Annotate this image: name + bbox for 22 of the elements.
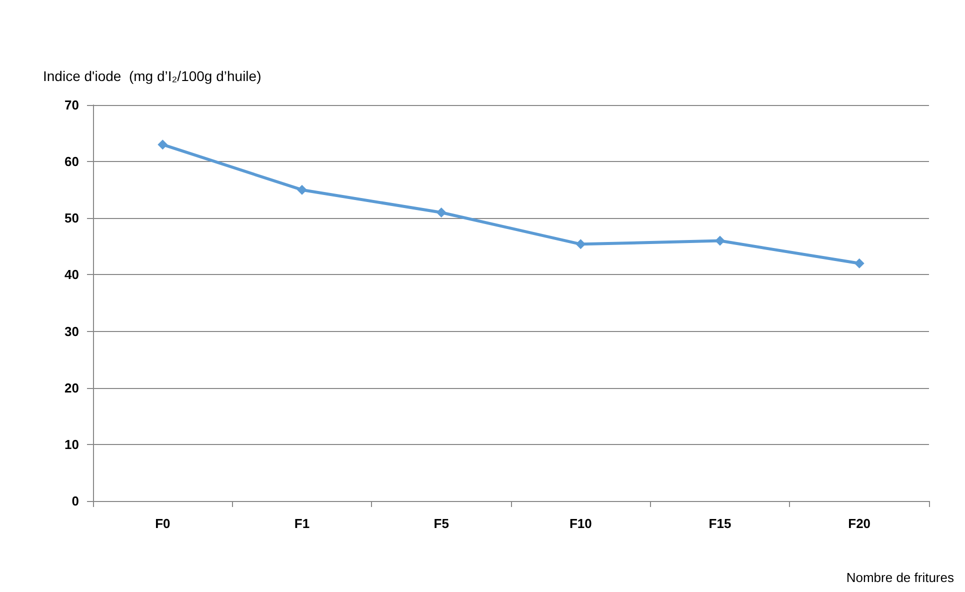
y-tick-label: 60	[64, 154, 79, 170]
x-tick-label: F1	[294, 516, 310, 531]
x-tick-label: F15	[708, 516, 732, 531]
x-axis-title: Nombre de fritures	[846, 570, 954, 585]
point	[436, 207, 446, 218]
y-tick-label: 0	[72, 494, 79, 508]
y-axis-title: Indice d'iode (mg d’I₂/100g d’huile)	[43, 68, 262, 84]
x-tick-label: F0	[155, 516, 170, 531]
point	[297, 184, 307, 195]
x-tick-label: F5	[434, 516, 449, 531]
point	[854, 258, 864, 268]
y-tick-label: 30	[64, 324, 79, 339]
x-tick-label: F10	[569, 516, 592, 531]
point	[576, 239, 586, 250]
y-tick-label: 40	[64, 267, 79, 282]
y-tick-label: 20	[64, 380, 79, 396]
x-tick-label: F20	[848, 516, 871, 531]
point	[715, 236, 725, 246]
y-tick-label: 70	[64, 98, 79, 112]
y-tick-label: 10	[64, 436, 79, 452]
y-tick-label: 50	[64, 210, 79, 226]
point	[158, 140, 168, 150]
